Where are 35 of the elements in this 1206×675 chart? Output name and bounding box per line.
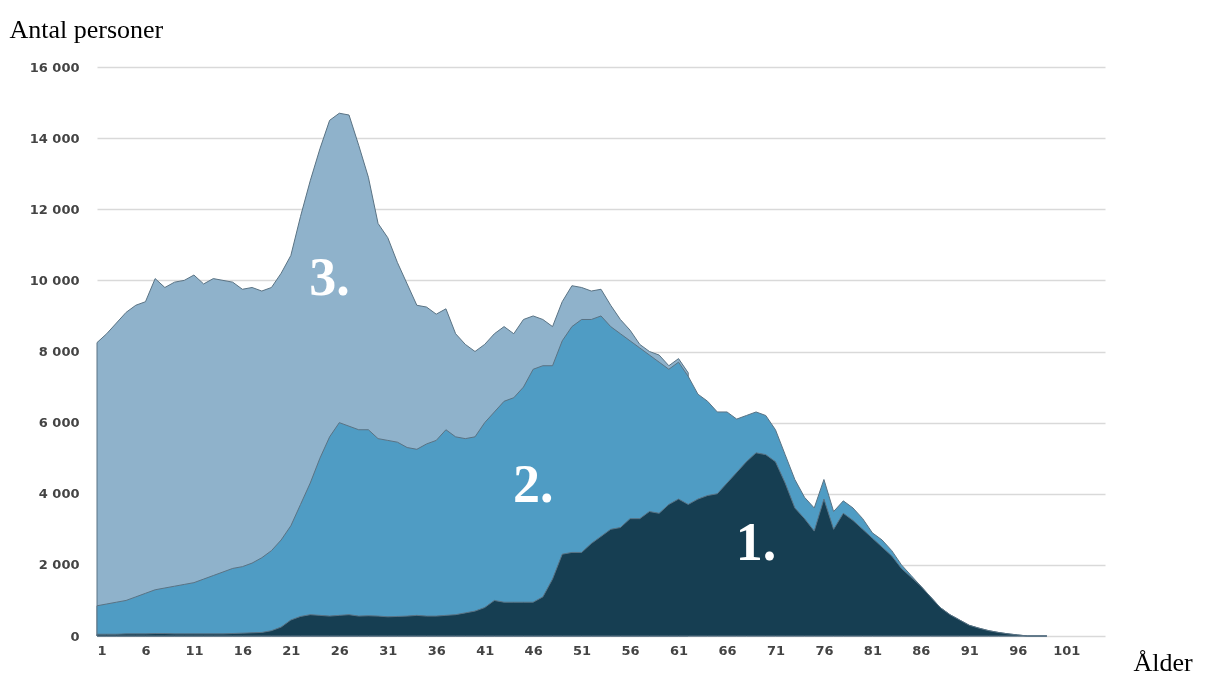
x-tick-label: 66 <box>718 642 737 658</box>
y-tick-label: 8 000 <box>38 344 80 359</box>
series-label: 2. <box>512 453 554 514</box>
y-tick-label: 2 000 <box>38 557 80 573</box>
x-tick-label: 91 <box>960 642 979 658</box>
y-tick-label: 10 000 <box>29 272 80 288</box>
x-tick-label: 61 <box>669 642 689 658</box>
x-tick-label: 46 <box>524 642 543 658</box>
x-tick-label: 16 <box>233 642 252 658</box>
x-tick-label: 21 <box>282 642 301 658</box>
x-tick-label: 86 <box>912 642 931 658</box>
x-tick-label: 11 <box>185 642 204 658</box>
x-tick-label: 1 <box>97 642 107 658</box>
x-tick-label: 81 <box>863 642 882 658</box>
x-tick-label: 71 <box>766 642 786 658</box>
x-tick-label: 31 <box>379 642 398 658</box>
x-tick-label: 6 <box>141 642 151 658</box>
y-tick-label: 16 000 <box>29 59 80 75</box>
y-tick-label: 0 <box>70 628 80 644</box>
y-tick-label: 12 000 <box>29 201 80 217</box>
y-tick-label: 14 000 <box>29 130 80 146</box>
x-tick-label: 26 <box>330 642 349 658</box>
x-tick-label: 76 <box>815 642 834 658</box>
y-tick-label: 4 000 <box>38 486 80 502</box>
series-label: 1. <box>735 512 777 573</box>
y-axis-title: Antal personer <box>9 14 164 44</box>
y-tick-label: 6 000 <box>38 415 80 431</box>
x-tick-label: 41 <box>476 642 495 658</box>
x-tick-label: 96 <box>1009 642 1028 658</box>
x-axis-title: Ålder <box>1133 647 1194 675</box>
x-tick-label: 36 <box>427 642 446 658</box>
x-tick-label: 101 <box>1053 642 1081 658</box>
x-tick-label: 51 <box>573 642 592 658</box>
series-label: 3. <box>309 246 350 307</box>
x-tick-label: 56 <box>621 642 640 658</box>
